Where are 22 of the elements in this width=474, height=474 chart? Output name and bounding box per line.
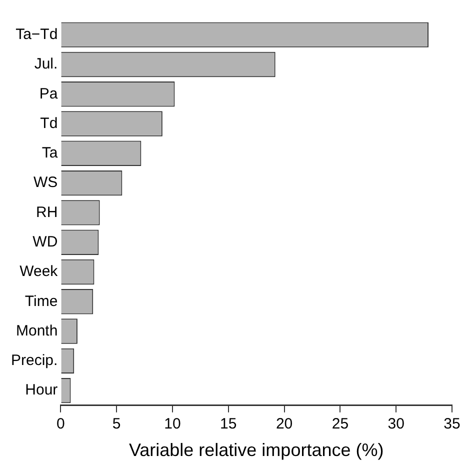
x-tick-label: 20 — [276, 416, 293, 433]
x-tick-label: 35 — [444, 416, 460, 433]
y-tick-label: Month — [16, 322, 58, 340]
y-tick-label: Hour — [25, 382, 58, 399]
x-axis-title: Variable relative importance (%) — [128, 440, 384, 460]
y-tick-label: Ta−Td — [16, 26, 58, 43]
y-tick-label: Jul. — [34, 56, 58, 73]
y-tick-label: Ta — [42, 144, 58, 162]
y-tick-label: WS — [34, 174, 58, 192]
y-tick-label: Td — [40, 114, 58, 132]
x-tick-label: 10 — [164, 416, 181, 433]
y-tick-label: Time — [24, 292, 58, 310]
x-tick-label: 25 — [332, 416, 349, 433]
x-tick-label: 30 — [388, 416, 404, 433]
y-tick-label: Week — [20, 263, 58, 280]
y-tick-label: RH — [36, 204, 58, 221]
y-tick-label: Precip. — [10, 352, 58, 370]
y-tick-label: WD — [32, 233, 58, 250]
x-tick-label: 5 — [112, 416, 121, 433]
x-tick-label: 15 — [220, 416, 237, 433]
x-tick-label: 0 — [56, 416, 65, 433]
y-tick-label: Pa — [39, 85, 58, 102]
